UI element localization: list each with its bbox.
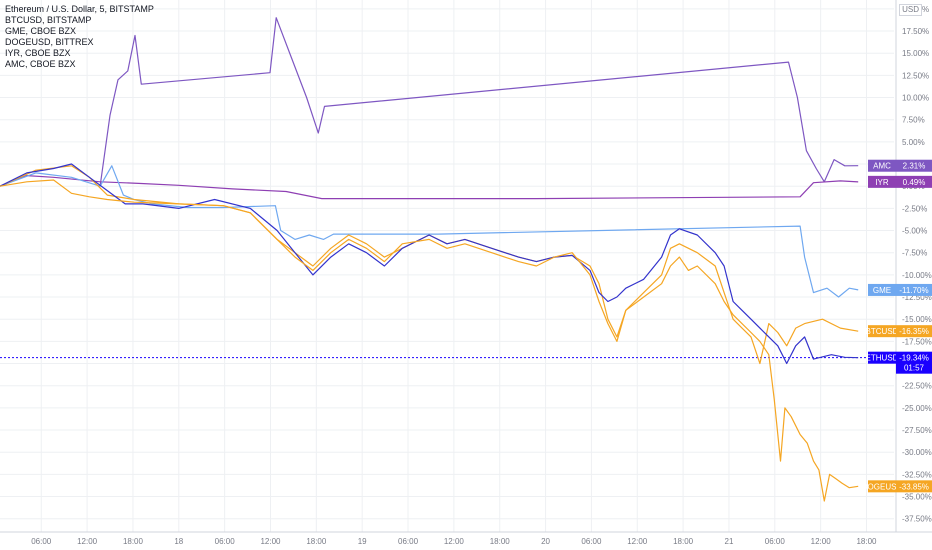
y-tick-label: -27.50% bbox=[902, 426, 932, 435]
tag-name-bg bbox=[868, 325, 896, 338]
last-value-tag-doge[interactable]: DOGEUSD-33.85% bbox=[862, 480, 932, 493]
tag-series-name: AMC bbox=[873, 162, 891, 171]
last-value-tags: AMC 2.31% IYR 0.49% GME -11.70% BTCUSD -16.35% E… bbox=[862, 159, 932, 493]
tag-last-value: -33.85% bbox=[899, 482, 929, 491]
tag-value-bg bbox=[896, 351, 932, 374]
y-tick-label: -30.00% bbox=[902, 448, 932, 457]
y-tick-label: 7.50% bbox=[902, 116, 925, 125]
series-line-iyr bbox=[0, 175, 859, 200]
y-tick-label: 17.50% bbox=[902, 27, 929, 36]
tag-name-bg bbox=[868, 480, 896, 493]
tag-value-bg bbox=[896, 325, 932, 338]
tag-last-value: -11.70% bbox=[899, 286, 928, 295]
price-scale[interactable]: 20.00%17.50%15.00%12.50%10.00%7.50%5.00%… bbox=[902, 5, 932, 524]
x-tick-label: 21 bbox=[725, 537, 734, 546]
y-tick-label: -2.50% bbox=[902, 204, 927, 213]
legend-gme[interactable]: GME, CBOE BZX bbox=[5, 26, 77, 36]
y-tick-label: -15.00% bbox=[902, 315, 932, 324]
tag-name-bg bbox=[868, 351, 896, 364]
x-tick-label: 06:00 bbox=[31, 537, 52, 546]
y-tick-label: -37.50% bbox=[902, 515, 932, 524]
series-line-eth bbox=[0, 163, 859, 365]
y-tick-label: 5.00% bbox=[902, 138, 925, 147]
legend: Ethereum / U.S. Dollar, 5, BITSTAMP BTCU… bbox=[5, 4, 154, 70]
series-layer bbox=[0, 17, 859, 502]
y-tick-label: 10.00% bbox=[902, 94, 929, 103]
tag-series-name: IYR bbox=[875, 178, 889, 187]
tag-last-value: -19.34% bbox=[899, 354, 929, 363]
last-value-tag-iyr[interactable]: IYR 0.49% bbox=[868, 175, 932, 188]
y-tick-label: -7.50% bbox=[902, 249, 927, 258]
series-line-amc bbox=[99, 17, 859, 187]
legend-dogeusd[interactable]: DOGEUSD, BITTREX bbox=[5, 37, 94, 47]
x-tick-label: 12:00 bbox=[444, 537, 465, 546]
tag-series-name: DOGEUSD bbox=[862, 482, 903, 491]
legend-amc[interactable]: AMC, CBOE BZX bbox=[5, 59, 76, 69]
x-tick-label: 12:00 bbox=[627, 537, 648, 546]
y-tick-label: -17.50% bbox=[902, 337, 932, 346]
tag-name-bg bbox=[868, 283, 896, 296]
series-line-doge bbox=[0, 179, 859, 502]
y-tick-label: -5.00% bbox=[902, 227, 927, 236]
tag-name-bg bbox=[868, 175, 896, 188]
tag-series-name: GME bbox=[873, 286, 891, 295]
x-tick-label: 20 bbox=[541, 537, 550, 546]
x-tick-label: 18:00 bbox=[123, 537, 144, 546]
last-value-tag-btc[interactable]: BTCUSD -16.35% bbox=[866, 325, 932, 338]
tag-name-bg bbox=[868, 159, 896, 172]
x-tick-label: 19 bbox=[358, 537, 367, 546]
series-line-btc bbox=[0, 165, 859, 365]
y-tick-label: 15.00% bbox=[902, 49, 929, 58]
tag-value-bg bbox=[896, 159, 932, 172]
x-tick-label: 18:00 bbox=[856, 537, 877, 546]
y-tick-label: -22.50% bbox=[902, 382, 932, 391]
legend-iyr[interactable]: IYR, CBOE BZX bbox=[5, 48, 71, 58]
x-tick-label: 12:00 bbox=[77, 537, 98, 546]
x-tick-label: 18:00 bbox=[490, 537, 511, 546]
tag-series-name: BTCUSD bbox=[866, 327, 899, 336]
tag-value-bg bbox=[896, 283, 932, 296]
legend-btcusd[interactable]: BTCUSD, BITSTAMP bbox=[5, 15, 92, 25]
y-tick-label: -35.00% bbox=[902, 493, 932, 502]
tag-last-value: 0.49% bbox=[903, 178, 926, 187]
currency-badge[interactable]: USD bbox=[899, 4, 922, 16]
y-tick-label: -10.00% bbox=[902, 271, 932, 280]
x-tick-label: 18:00 bbox=[306, 537, 327, 546]
y-tick-label: -32.50% bbox=[902, 470, 932, 479]
x-tick-label: 06:00 bbox=[765, 537, 786, 546]
series-line-gme bbox=[0, 165, 859, 298]
y-tick-label: -25.00% bbox=[902, 404, 932, 413]
tag-value-bg bbox=[896, 175, 932, 188]
x-tick-label: 12:00 bbox=[811, 537, 832, 546]
y-tick-label: 12.50% bbox=[902, 71, 929, 80]
last-value-tag-gme[interactable]: GME -11.70% bbox=[868, 283, 932, 296]
tag-last-value: -16.35% bbox=[899, 327, 929, 336]
legend-main-symbol[interactable]: Ethereum / U.S. Dollar, 5, BITSTAMP bbox=[5, 4, 154, 14]
last-value-tag-amc[interactable]: AMC 2.31% bbox=[868, 159, 932, 172]
tag-value-bg bbox=[896, 480, 932, 493]
x-tick-label: 18:00 bbox=[673, 537, 694, 546]
grid-lines bbox=[0, 0, 894, 532]
x-tick-label: 06:00 bbox=[215, 537, 236, 546]
tag-series-name: ETHUSD bbox=[866, 354, 899, 363]
x-tick-label: 12:00 bbox=[260, 537, 281, 546]
x-tick-label: 18 bbox=[174, 537, 183, 546]
tag-last-value: 2.31% bbox=[903, 162, 926, 171]
y-tick-label: -12.50% bbox=[902, 293, 932, 302]
tag-countdown: 01:57 bbox=[904, 364, 925, 373]
x-tick-label: 06:00 bbox=[398, 537, 419, 546]
last-value-tag-eth[interactable]: ETHUSD -19.34%01:57 bbox=[866, 351, 932, 374]
time-scale[interactable]: 06:00 12:00 18:00 18 06:00 12:00 18:00 19 06:00 1… bbox=[31, 537, 877, 546]
x-tick-label: 06:00 bbox=[581, 537, 602, 546]
